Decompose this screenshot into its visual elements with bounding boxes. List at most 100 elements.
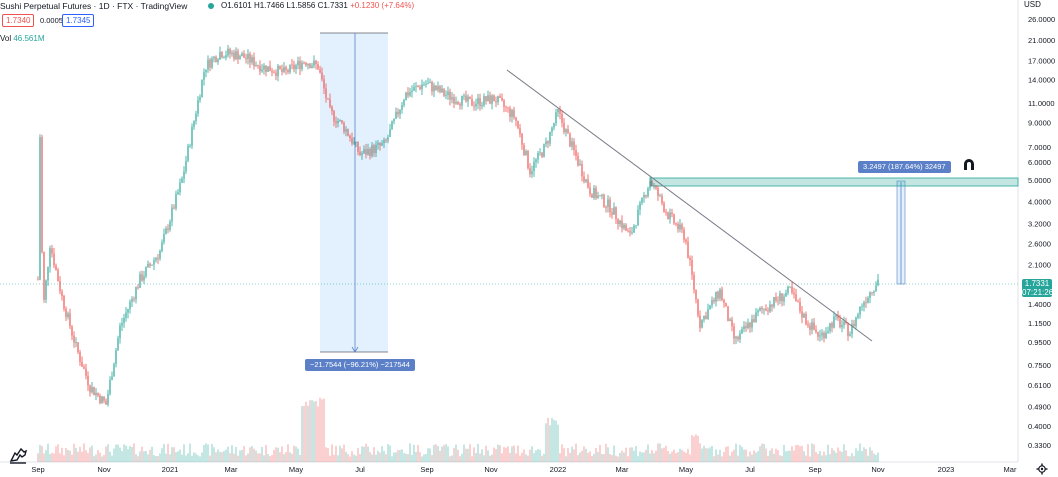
volume-bar [771, 448, 773, 462]
candle-body [551, 127, 553, 132]
volume-bar [551, 417, 553, 462]
candle-body [169, 221, 171, 230]
volume-bar [269, 456, 271, 462]
volume-bar [495, 449, 497, 462]
candle-body [851, 323, 853, 335]
candle-body [489, 95, 491, 104]
candle-body [315, 60, 317, 65]
volume-bar [607, 447, 609, 462]
volume-bar [809, 456, 811, 462]
volume-bar [69, 450, 71, 462]
candle-body [413, 86, 415, 91]
currency-label[interactable]: USD [1024, 0, 1041, 9]
volume-bar [621, 450, 623, 462]
candle-body [789, 286, 791, 288]
candle-body [437, 86, 439, 91]
volume-bar [255, 450, 257, 462]
candle-body [503, 100, 505, 107]
volume-bar [693, 436, 695, 462]
candle-body [241, 53, 243, 57]
candle-body [275, 72, 277, 76]
volume-bar [543, 453, 545, 462]
candle-body [327, 98, 329, 100]
volume-bar [245, 455, 247, 462]
candle-body [827, 330, 829, 333]
volume-bar [199, 456, 201, 462]
volume-bar [105, 446, 107, 462]
settings-gear-icon[interactable] [1036, 463, 1048, 475]
candle-body [845, 321, 847, 324]
tradingview-logo-icon[interactable] [8, 443, 28, 465]
candle-body [609, 199, 611, 213]
y-tick-label: 0.7500 [1028, 361, 1051, 370]
volume-bar [661, 448, 663, 462]
volume-bar [145, 450, 147, 462]
volume-bar [865, 448, 867, 462]
volume-bar [189, 443, 191, 462]
volume-bar [483, 455, 485, 462]
volume-bar [681, 449, 683, 462]
candle-body [677, 223, 679, 230]
ask-price-button[interactable]: 1.7345 [62, 14, 95, 27]
volume-bar [475, 453, 477, 462]
volume-bar [307, 405, 309, 462]
volume-bar [103, 455, 105, 462]
candle-body [51, 248, 53, 254]
volume-bar [601, 454, 603, 462]
candle-body [387, 136, 389, 141]
y-tick-label: 21.0000 [1028, 36, 1055, 45]
candle-body [741, 328, 743, 334]
candle-body [523, 144, 525, 156]
candle-body [543, 144, 545, 157]
volume-bar [831, 448, 833, 462]
volume-bar [319, 397, 321, 462]
volume-bar [823, 451, 825, 462]
volume-bar [589, 451, 591, 462]
volume-bar [683, 451, 685, 462]
candle-body [831, 323, 833, 328]
candle-body [859, 306, 861, 315]
candle-body [591, 194, 593, 198]
candle-body [195, 113, 197, 122]
candle-body [495, 101, 497, 103]
candle-body [833, 316, 835, 328]
volume-bar [93, 456, 95, 462]
candle-body [293, 64, 295, 70]
candle-body [253, 57, 255, 67]
candle-body [797, 301, 799, 302]
volume-bar [257, 453, 259, 462]
volume-bar [45, 450, 47, 462]
volume-bar [179, 449, 181, 462]
volume-bar [855, 448, 857, 462]
candle-body [815, 329, 817, 332]
candle-body [875, 285, 877, 292]
candle-body [283, 67, 285, 72]
volume-bar [707, 448, 709, 462]
candle-body [375, 144, 377, 154]
bid-price-button[interactable]: 1.7340 [2, 14, 35, 27]
volume-bar [485, 445, 487, 462]
candle-body [573, 141, 575, 151]
y-tick-label: 4.0000 [1028, 198, 1051, 207]
volume-bar [535, 450, 537, 462]
volume-bar [735, 443, 737, 462]
candle-body [71, 326, 73, 336]
volume-bar [619, 452, 621, 462]
volume-bar [501, 453, 503, 462]
candle-body [649, 180, 651, 189]
magnet-icon[interactable] [962, 157, 976, 171]
volume-bar [711, 445, 713, 462]
candle-body [571, 141, 573, 147]
volume-bar [251, 446, 253, 462]
volume-bar [599, 444, 601, 462]
symbol-title[interactable]: Sushi Perpetual Futures · 1D · FTX · Tra… [0, 1, 188, 11]
volume-bar [499, 445, 501, 462]
candle-body [843, 321, 845, 326]
volume-bar [637, 456, 639, 462]
volume-bar [325, 447, 327, 462]
volume-bar [277, 447, 279, 462]
volume-bar [795, 445, 797, 462]
volume-bar [583, 446, 585, 462]
candle-body [517, 120, 519, 129]
